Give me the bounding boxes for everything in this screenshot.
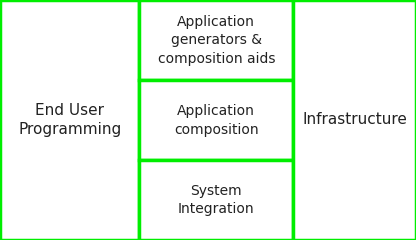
Text: Application
generators &
composition aids: Application generators & composition aid… [158, 15, 275, 66]
Bar [139, 80, 293, 160]
Text: Application
composition: Application composition [174, 104, 259, 137]
Text: End User
Programming: End User Programming [18, 103, 121, 137]
Bar [0, 0, 139, 240]
Bar [139, 160, 293, 240]
Text: System
Integration: System Integration [178, 184, 255, 216]
Text: Infrastructure: Infrastructure [302, 113, 407, 127]
Bar [293, 0, 416, 240]
Bar [139, 0, 293, 80]
